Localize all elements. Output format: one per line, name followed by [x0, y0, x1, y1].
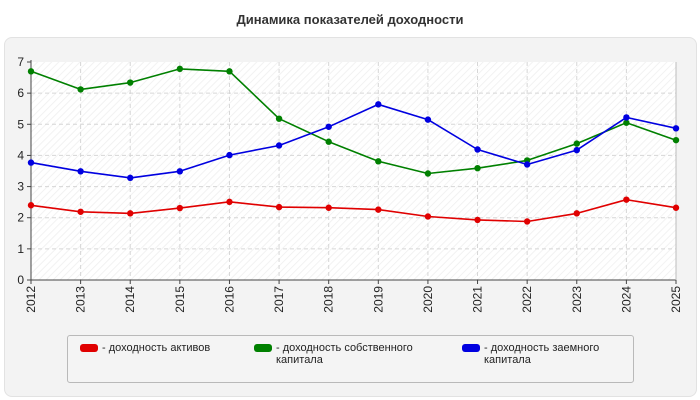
- data-point-equity: [424, 170, 432, 177]
- x-tick-label: 2018: [322, 286, 336, 313]
- data-point-assets: [623, 196, 630, 203]
- legend-label-assets: - доходность активов: [102, 342, 211, 354]
- data-point-debt: [127, 174, 134, 182]
- x-tick-label: 2025: [669, 286, 683, 313]
- data-point-equity: [375, 158, 382, 165]
- legend-label-equity: - доходность собственного капитала: [276, 342, 413, 366]
- y-tick-label: 0: [17, 273, 24, 287]
- data-point-equity: [672, 136, 680, 144]
- legend-swatch-debt: [462, 344, 480, 352]
- data-point-assets: [325, 204, 332, 211]
- data-point-assets: [176, 204, 184, 212]
- data-point-assets: [127, 210, 134, 217]
- chart-title: Динамика показателей доходности: [236, 12, 464, 27]
- y-tick-label: 2: [17, 211, 24, 225]
- chart-legend: - доходность активов - доходность собств…: [67, 335, 634, 383]
- x-tick-label: 2014: [123, 286, 137, 313]
- legend-label-debt: - доходность заемного капитала: [484, 342, 600, 366]
- data-point-equity: [176, 65, 184, 73]
- data-point-assets: [375, 206, 382, 213]
- y-tick-label: 3: [17, 180, 24, 194]
- x-tick-label: 2017: [272, 286, 286, 313]
- data-point-debt: [77, 168, 84, 175]
- data-point-assets: [424, 213, 432, 220]
- data-point-debt: [275, 142, 283, 149]
- data-point-equity: [325, 138, 332, 145]
- y-tick-label: 1: [17, 242, 24, 256]
- data-point-equity: [127, 79, 134, 86]
- x-tick-label: 2016: [222, 286, 236, 313]
- plot-area: [31, 62, 676, 280]
- y-tick-label: 5: [17, 117, 24, 131]
- x-tick-label: 2022: [520, 286, 534, 313]
- data-point-assets: [226, 198, 233, 206]
- data-point-debt: [523, 161, 531, 168]
- data-point-equity: [77, 86, 84, 93]
- legend-item-assets: - доходность активов: [80, 342, 255, 354]
- data-point-debt: [176, 168, 184, 175]
- x-tick-label: 2020: [421, 286, 435, 313]
- x-tick-label: 2019: [371, 286, 385, 313]
- data-point-debt: [573, 146, 580, 154]
- legend-swatch-equity: [254, 344, 272, 352]
- data-point-equity: [226, 68, 233, 75]
- legend-item-equity: - доходность собственного капитала: [254, 342, 429, 366]
- data-point-debt: [226, 151, 233, 159]
- x-tick-label: 2012: [24, 286, 38, 313]
- series-line-equity: [30, 68, 677, 175]
- data-point-debt: [325, 123, 332, 130]
- y-tick-label: 4: [17, 148, 24, 162]
- data-point-assets: [672, 204, 680, 211]
- data-point-debt: [27, 159, 35, 166]
- data-point-assets: [523, 218, 531, 225]
- x-tick-label: 2023: [570, 286, 584, 313]
- x-tick-label: 2024: [619, 286, 633, 313]
- data-point-equity: [27, 68, 35, 75]
- data-point-equity: [623, 119, 630, 126]
- series-line-assets: [30, 198, 677, 223]
- y-tick-label: 7: [17, 55, 24, 69]
- data-point-debt: [375, 101, 382, 108]
- legend-item-debt: - доходность заемного капитала: [462, 342, 637, 366]
- data-point-assets: [275, 203, 283, 211]
- data-point-equity: [275, 115, 283, 122]
- data-point-assets: [77, 208, 84, 215]
- data-point-debt: [672, 125, 680, 132]
- data-point-assets: [474, 216, 481, 224]
- series-line-debt: [30, 103, 677, 179]
- data-point-equity: [573, 140, 580, 147]
- x-tick-label: 2013: [74, 286, 88, 313]
- y-tick-label: 6: [17, 86, 24, 100]
- data-point-debt: [424, 116, 432, 123]
- data-point-equity: [474, 164, 481, 172]
- data-point-assets: [27, 202, 35, 209]
- data-point-debt: [474, 146, 481, 153]
- data-point-assets: [573, 210, 580, 217]
- x-tick-label: 2015: [173, 286, 187, 313]
- legend-swatch-assets: [80, 344, 98, 352]
- data-point-debt: [623, 114, 630, 121]
- x-tick-label: 2021: [471, 286, 485, 313]
